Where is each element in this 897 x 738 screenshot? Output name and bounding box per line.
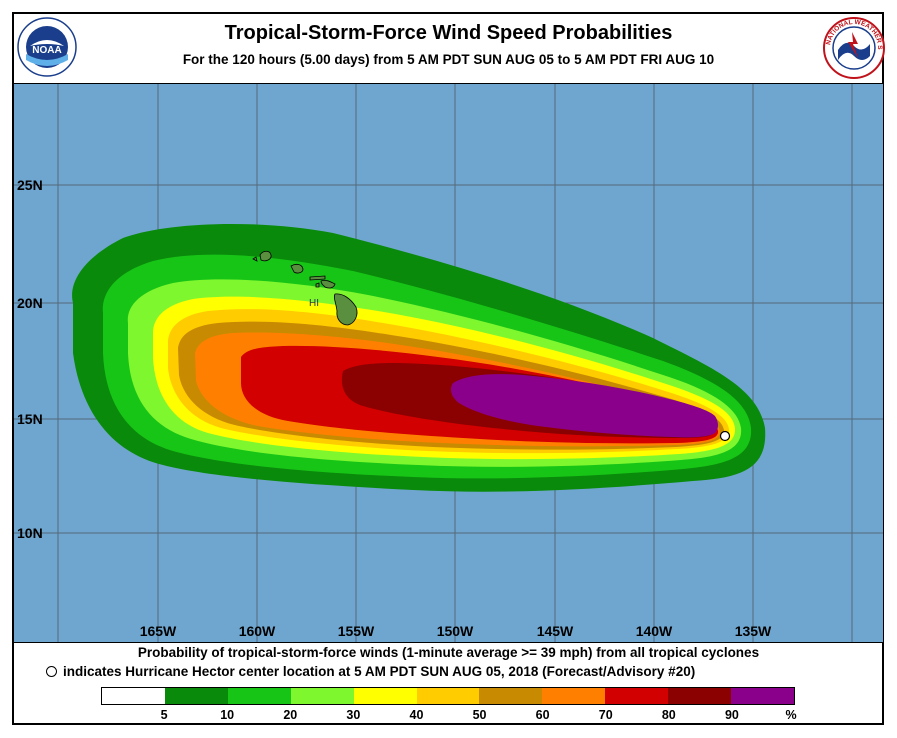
colorbar-segment xyxy=(102,688,165,704)
nws-logo: NATIONAL WEATHER SERVICE xyxy=(822,16,885,79)
island-hawaii xyxy=(333,293,358,326)
island-oahu xyxy=(290,263,304,274)
colorbar-segment xyxy=(605,688,669,704)
island-maui xyxy=(320,279,336,289)
probability-contours xyxy=(72,223,766,492)
lon-label-160w: 160W xyxy=(239,623,276,639)
colorbar-segment xyxy=(164,688,228,704)
noaa-logo: NOAA xyxy=(17,17,77,77)
legend-description: Probability of tropical-storm-force wind… xyxy=(137,645,760,660)
colorbar-label: % xyxy=(785,708,797,722)
colorbar-segment xyxy=(542,688,606,704)
island-lanai xyxy=(315,282,320,288)
lon-label-140w: 140W xyxy=(636,623,673,639)
contour-90-plus xyxy=(451,374,718,438)
lat-label-20n: 20N xyxy=(17,295,43,311)
colorbar-label: 40 xyxy=(409,708,424,722)
colorbar-label: 30 xyxy=(346,708,361,722)
colorbar-label: 50 xyxy=(472,708,487,722)
colorbar-segment xyxy=(479,688,543,704)
colorbar-segment xyxy=(416,688,480,704)
storm-marker-key-icon xyxy=(46,666,57,677)
lon-label-145w: 145W xyxy=(537,623,574,639)
page-title: Tropical-Storm-Force Wind Speed Probabil… xyxy=(224,22,673,44)
page-subtitle: For the 120 hours (5.00 days) from 5 AM … xyxy=(182,52,715,67)
colorbar-segment xyxy=(227,688,291,704)
colorbar-label: 5 xyxy=(160,708,168,722)
lon-label-150w: 150W xyxy=(437,623,474,639)
colorbar-label: 20 xyxy=(283,708,298,722)
colorbar-segment xyxy=(731,688,794,704)
lon-label-165w: 165W xyxy=(140,623,177,639)
probability-map: HI 25N 20N 15N 10N 165W 160W 155W 150W 1… xyxy=(13,83,884,643)
lat-label-15n: 15N xyxy=(17,411,43,427)
island-molokai xyxy=(309,275,326,281)
legend-marker-note: indicates Hurricane Hector center locati… xyxy=(46,664,695,679)
colorbar-labels: 5 10 20 30 40 50 60 70 80 90% xyxy=(101,708,797,722)
lon-label-135w: 135W xyxy=(735,623,772,639)
lat-label-25n: 25N xyxy=(17,177,43,193)
legend-marker-text: indicates Hurricane Hector center locati… xyxy=(63,664,696,679)
colorbar-segment xyxy=(290,688,354,704)
colorbar-label: 80 xyxy=(661,708,676,722)
colorbar-label: 90 xyxy=(724,708,739,722)
island-kauai xyxy=(259,250,272,262)
lon-label-155w: 155W xyxy=(338,623,375,639)
noaa-logo-text: NOAA xyxy=(32,45,61,56)
hawaiian-islands xyxy=(252,250,358,326)
storm-center-marker xyxy=(719,430,731,442)
probability-colorbar xyxy=(101,687,795,705)
colorbar-segment xyxy=(353,688,417,704)
colorbar-label: 70 xyxy=(598,708,613,722)
lat-label-10n: 10N xyxy=(17,525,43,541)
island-niihau xyxy=(252,256,258,262)
island-label: HI xyxy=(309,298,319,309)
colorbar-label: 10 xyxy=(220,708,235,722)
colorbar-label: 60 xyxy=(535,708,550,722)
colorbar-segment xyxy=(668,688,732,704)
